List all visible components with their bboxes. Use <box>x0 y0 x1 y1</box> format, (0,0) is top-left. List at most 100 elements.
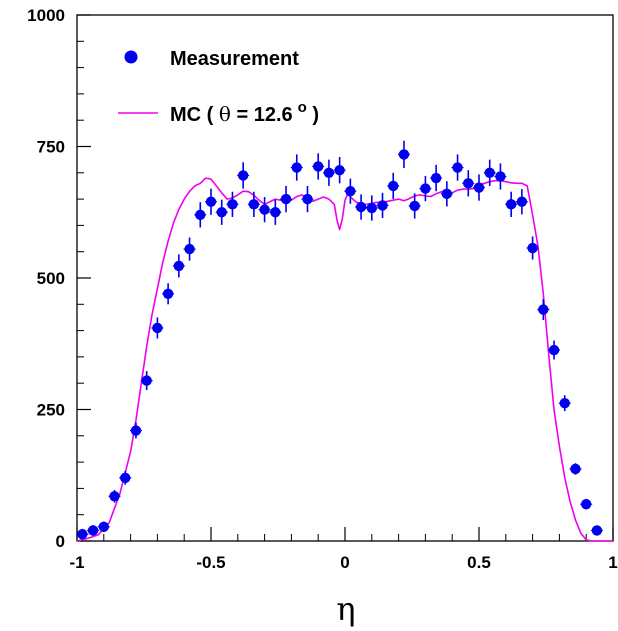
measurement-point <box>355 194 368 220</box>
measurement-point <box>290 154 303 181</box>
data-marker <box>398 149 410 160</box>
mc-series <box>76 177 613 542</box>
data-marker <box>270 207 281 218</box>
data-marker <box>216 207 227 218</box>
y-tick-label: 750 <box>37 138 65 157</box>
data-marker <box>248 199 260 210</box>
data-marker <box>355 201 367 213</box>
data-marker <box>463 178 474 189</box>
measurement-point <box>515 189 528 215</box>
mc-curve <box>76 177 613 542</box>
data-marker <box>77 528 88 540</box>
measurement-point <box>569 463 582 475</box>
data-marker <box>484 167 495 178</box>
measurement-point <box>419 175 432 202</box>
measurement-point <box>140 371 153 391</box>
data-marker <box>345 186 356 197</box>
data-marker <box>302 193 313 205</box>
legend-mc-theta: θ <box>219 102 231 126</box>
x-tick-label: 0 <box>340 553 349 572</box>
measurement-point <box>397 140 410 169</box>
measurement-point <box>580 498 593 510</box>
measurement-point <box>205 188 217 215</box>
measurement-point <box>301 185 314 213</box>
measurement-point <box>312 153 325 180</box>
data-marker <box>291 162 302 173</box>
data-marker <box>98 521 110 532</box>
data-marker <box>227 199 238 210</box>
data-marker <box>152 322 163 334</box>
data-marker <box>581 498 592 510</box>
measurement-point <box>505 191 518 217</box>
measurement-point <box>333 157 346 184</box>
measurement-point <box>215 199 228 225</box>
measurement-point <box>462 170 475 197</box>
data-marker <box>162 288 174 299</box>
data-marker <box>377 200 388 211</box>
legend-measurement-marker <box>124 50 138 64</box>
measurement-point <box>376 192 389 219</box>
measurement-point <box>172 254 185 278</box>
measurement-point <box>258 196 271 223</box>
data-marker <box>505 199 517 210</box>
data-marker <box>259 204 270 215</box>
data-marker <box>538 304 549 315</box>
data-marker <box>87 525 99 536</box>
measurement-point <box>537 299 550 321</box>
y-tick-label: 1000 <box>27 6 65 25</box>
measurement-series <box>76 140 603 540</box>
measurement-point <box>151 317 164 339</box>
measurement-point <box>322 159 335 186</box>
measurement-point <box>108 489 121 503</box>
data-marker <box>441 188 453 200</box>
data-marker <box>109 491 120 502</box>
measurement-point <box>494 163 507 190</box>
data-marker <box>130 425 142 436</box>
measurement-point <box>119 471 132 485</box>
data-marker <box>323 167 335 178</box>
x-axis-label: η <box>336 590 355 628</box>
measurement-point <box>129 422 142 439</box>
data-marker <box>516 196 528 207</box>
measurement-point <box>483 159 496 186</box>
data-marker <box>173 260 185 272</box>
legend-measurement-label: Measurement <box>170 48 299 70</box>
measurement-point <box>548 340 561 360</box>
data-marker <box>409 200 420 212</box>
x-tick-label: -1 <box>69 553 84 572</box>
data-marker <box>473 182 485 193</box>
data-marker <box>591 525 603 536</box>
y-tick-label: 0 <box>56 532 65 551</box>
legend-mc-value: = 12.6 <box>231 104 293 126</box>
data-marker <box>313 161 324 172</box>
measurement-point <box>590 525 603 536</box>
data-marker <box>205 196 217 207</box>
data-marker <box>237 170 249 181</box>
data-marker <box>559 397 570 409</box>
measurement-point <box>194 202 207 228</box>
data-marker <box>548 344 560 356</box>
data-marker <box>141 375 152 386</box>
legend-mc-label: MC ( θ = 12.6 o ) <box>170 99 319 126</box>
measurement-point <box>76 528 89 540</box>
data-marker <box>452 162 463 173</box>
legend-mc-degree: o <box>298 99 307 116</box>
axes: -1 -0.5 0 0.5 1 0 250 500 750 1000 <box>27 6 618 572</box>
measurement-point <box>558 395 571 412</box>
data-marker <box>280 193 292 205</box>
data-marker <box>195 209 206 221</box>
data-marker <box>420 183 431 194</box>
legend-mc-suffix: ) <box>307 104 319 126</box>
x-tick-label: -0.5 <box>196 553 225 572</box>
measurement-point <box>430 164 443 192</box>
measurement-point <box>183 237 196 261</box>
legend-mc-prefix: MC ( <box>170 104 219 126</box>
data-marker <box>570 463 581 475</box>
y-tick-label: 500 <box>37 269 65 288</box>
x-tick-label: 1 <box>608 553 617 572</box>
measurement-point <box>408 193 421 219</box>
measurement-point <box>87 525 100 536</box>
legend: Measurement MC ( θ = 12.6 o ) <box>118 48 319 126</box>
data-marker <box>120 472 131 484</box>
